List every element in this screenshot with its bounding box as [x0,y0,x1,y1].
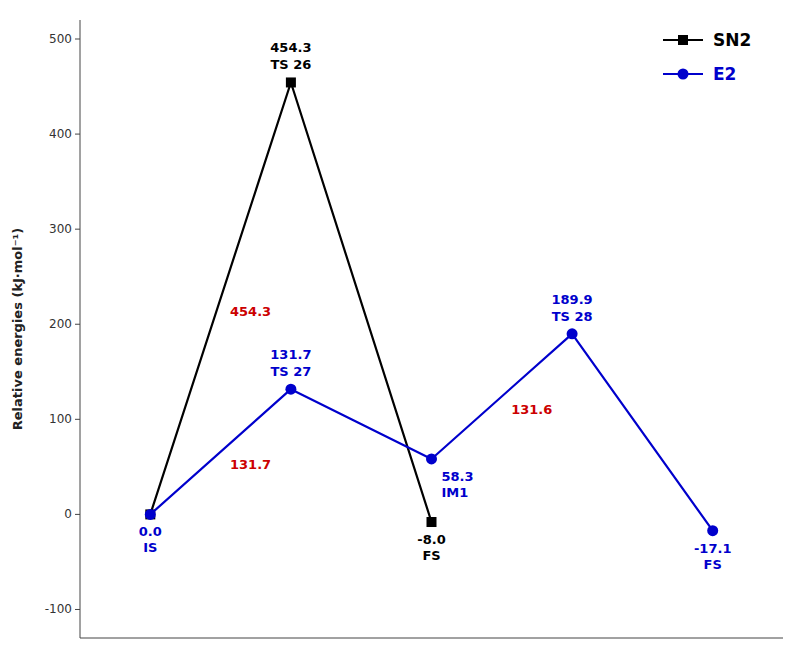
y-tick [75,39,80,40]
data-point [286,77,296,87]
data-point [567,328,578,339]
legend-marker [678,35,688,45]
x-axis-line [80,638,783,639]
barrier-label: 131.6 [511,402,552,417]
y-tick [75,419,80,420]
y-tick [75,134,80,135]
data-label: 189.9 [552,292,593,307]
data-point [427,517,437,527]
point-name: FS [704,557,722,572]
y-tick-label: 500 [49,32,72,46]
data-point [145,509,156,520]
labels: 454.3 -8.0 0.0 131.7 58.3 189.9 -17.1 TS 26 FS IS… [139,40,732,571]
y-tick-label: -100 [45,602,72,616]
legend-label: SN2 [713,30,751,50]
y-tick [75,229,80,230]
point-name: TS 28 [552,309,593,324]
data-point [707,525,718,536]
barrier-label: 454.3 [230,304,271,319]
data-point [285,384,296,395]
legend-label: E2 [713,64,736,84]
y-tick [75,324,80,325]
data-label: 58.3 [442,469,474,484]
y-tick [75,609,80,610]
y-tick-label: 300 [49,222,72,236]
point-name: TS 27 [270,364,311,379]
y-tick [75,514,80,515]
data-label: -17.1 [694,541,731,556]
point-name: FS [422,548,440,563]
y-tick-label: 100 [49,412,72,426]
data-label: 131.7 [270,347,311,362]
series-line [150,82,431,522]
y-tick-label: 400 [49,127,72,141]
axes: -100 0 100 200 300 400 500 Relative energies (k… [10,20,783,638]
data-point [145,509,155,519]
barrier-label: 131.7 [230,457,271,472]
y-tick-label: 0 [64,507,72,521]
data-label: -8.0 [417,532,445,547]
data-label: 454.3 [270,40,311,55]
point-name: IM1 [442,485,469,500]
y-axis-line [80,20,81,638]
point-name: TS 26 [270,57,311,72]
data-point [426,453,437,464]
data-label: 0.0 [139,524,162,539]
y-axis-label: Relative energies (kJ·mol⁻¹) [10,228,25,430]
plot-area [145,77,718,536]
series-line [150,334,712,531]
legend: SN2 E2 [663,30,751,84]
y-tick-label: 200 [49,317,72,331]
point-name: IS [143,540,157,555]
chart: -100 0 100 200 300 400 500 Relative energies (k… [0,0,803,658]
legend-marker [678,69,689,80]
